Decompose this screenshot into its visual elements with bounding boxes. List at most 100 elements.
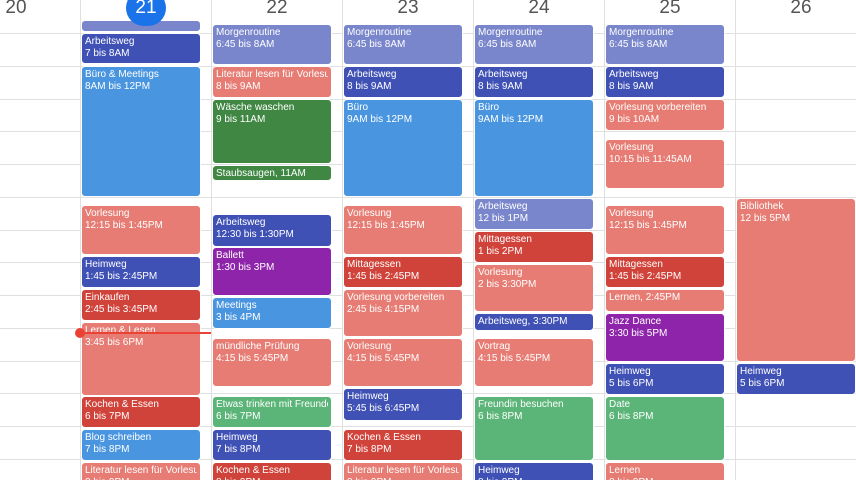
- event-title: Arbeitsweg: [85, 36, 135, 47]
- event-block[interactable]: Morgenroutine 6:45 bis 8AM: [605, 24, 725, 65]
- event-time: 5:45 bis 6:45PM: [347, 403, 420, 414]
- event-title: Wäsche waschen: [216, 102, 295, 113]
- event-title: Arbeitsweg: [347, 69, 397, 80]
- event-block[interactable]: Kochen & Essen 6 bis 7PM: [81, 396, 201, 428]
- event-block[interactable]: Arbeitsweg 8 bis 9AM: [474, 66, 594, 98]
- event-block[interactable]: Wäsche waschen 9 bis 11AM: [212, 99, 332, 164]
- event-block[interactable]: Vortrag 4:15 bis 5:45PM: [474, 338, 594, 387]
- day-number[interactable]: 25: [659, 0, 681, 18]
- event-title: Arbeitsweg: [478, 201, 528, 212]
- event-block[interactable]: Meetings 3 bis 4PM: [212, 297, 332, 329]
- event-time: 12 bis 5PM: [740, 213, 791, 224]
- day-number[interactable]: 23: [397, 0, 419, 18]
- event-block[interactable]: Lernen, 2:45PM: [605, 289, 725, 312]
- event-block[interactable]: Büro 9AM bis 12PM: [474, 99, 594, 197]
- event-block[interactable]: Freundin besuchen 6 bis 8PM: [474, 396, 594, 461]
- day-number[interactable]: 26: [790, 0, 812, 18]
- event-block[interactable]: Arbeitsweg, 3:30PM: [474, 313, 594, 331]
- event-block[interactable]: Büro 9AM bis 12PM: [343, 99, 463, 197]
- event-block[interactable]: Vorlesung vorbereiten 2:45 bis 4:15PM: [343, 289, 463, 337]
- event-block[interactable]: Morgenroutine 6:45 bis 8AM: [343, 24, 463, 65]
- event-title: Blog schreiben: [85, 432, 152, 443]
- event-block[interactable]: Staubsaugen, 11AM: [212, 165, 332, 181]
- event-block[interactable]: Arbeitsweg 8 bis 9AM: [605, 66, 725, 98]
- day-divider: [604, 0, 605, 480]
- event-block[interactable]: Vorlesung 12:15 bis 1:45PM: [81, 205, 201, 255]
- event-title: Literatur lesen für Vorlesu: [216, 69, 328, 80]
- event-time: 4:15 bis 5:45PM: [347, 353, 420, 364]
- hour-line: [0, 197, 856, 198]
- event-title: Vorlesung: [347, 208, 392, 219]
- event-title: Heimweg: [216, 432, 258, 443]
- event-title: Büro: [478, 102, 500, 113]
- event-block[interactable]: Heimweg 5 bis 6PM: [736, 363, 856, 395]
- event-block[interactable]: Arbeitsweg 12 bis 1PM: [474, 198, 594, 230]
- day-number[interactable]: 21: [126, 0, 166, 26]
- event-block[interactable]: Heimweg 5 bis 6PM: [605, 363, 725, 395]
- event-block[interactable]: Bibliothek 12 bis 5PM: [736, 198, 856, 362]
- event-title: Ballett: [216, 250, 244, 261]
- event-title: Vorlesung: [609, 142, 654, 153]
- event-block[interactable]: Jazz Dance 3:30 bis 5PM: [605, 313, 725, 362]
- event-title: Büro: [347, 102, 369, 113]
- event-block[interactable]: Arbeitsweg 8 bis 9AM: [343, 66, 463, 98]
- event-block[interactable]: Vorlesung vorbereiten 9 bis 10AM: [605, 99, 725, 131]
- event-block[interactable]: Heimweg8 bis 9PM: [474, 462, 594, 480]
- event-block[interactable]: Arbeitsweg 7 bis 8AM: [81, 33, 201, 64]
- event-block[interactable]: Kochen & Essen 7 bis 8PM: [343, 429, 463, 461]
- event-block[interactable]: Mittagessen 1:45 bis 2:45PM: [343, 256, 463, 288]
- day-divider: [211, 0, 212, 480]
- event-time: 8 bis 9PM: [347, 477, 459, 480]
- event-title: Heimweg: [85, 259, 127, 270]
- event-title: Bibliothek: [740, 201, 784, 212]
- event-title: Lernen & Lesen: [85, 325, 156, 336]
- event-block[interactable]: Vorlesung 2 bis 3:30PM: [474, 264, 594, 312]
- event-block[interactable]: Arbeitsweg 12:30 bis 1:30PM: [212, 214, 332, 247]
- event-block[interactable]: Blog schreiben 7 bis 8PM: [81, 429, 201, 461]
- event-title: Staubsaugen, 11AM: [216, 168, 306, 179]
- event-block[interactable]: Heimweg 5:45 bis 6:45PM: [343, 388, 463, 421]
- day-divider: [473, 0, 474, 480]
- event-block[interactable]: Etwas trinken mit Freunde 6 bis 7PM: [212, 396, 332, 428]
- event-time: 1:45 bis 2:45PM: [609, 271, 682, 282]
- event-block[interactable]: Ballett 1:30 bis 3PM: [212, 247, 332, 296]
- event-block[interactable]: Heimweg 7 bis 8PM: [212, 429, 332, 461]
- event-title: Literatur lesen für Vorlesu: [85, 465, 197, 476]
- event-block[interactable]: Morgenroutine 6:45 bis 8AM: [474, 24, 594, 65]
- event-block[interactable]: Lernen8 bis 9PM: [605, 462, 725, 480]
- event-title: Vorlesung: [478, 267, 523, 278]
- event-title: Vorlesung vorbereiten: [609, 102, 707, 113]
- event-time: 6 bis 8PM: [609, 411, 654, 422]
- event-block[interactable]: mündliche Prüfung 4:15 bis 5:45PM: [212, 338, 332, 387]
- event-block[interactable]: Mittagessen 1:45 bis 2:45PM: [605, 256, 725, 288]
- event-block[interactable]: Vorlesung 12:15 bis 1:45PM: [605, 205, 725, 255]
- event-time: 6 bis 7PM: [85, 411, 130, 422]
- day-divider: [342, 0, 343, 480]
- event-time: 6:45 bis 8AM: [347, 39, 406, 50]
- day-number[interactable]: 20: [5, 0, 27, 18]
- day-divider: [80, 0, 81, 480]
- event-block[interactable]: Vorlesung 12:15 bis 1:45PM: [343, 205, 463, 255]
- event-title: Kochen & Essen: [347, 432, 421, 443]
- event-block[interactable]: Vorlesung 4:15 bis 5:45PM: [343, 338, 463, 387]
- event-block[interactable]: Lernen & Lesen 3:45 bis 6PM: [81, 322, 201, 396]
- event-title: Meetings: [216, 300, 257, 311]
- event-block[interactable]: Morgenroutine 6:45 bis 8AM: [212, 24, 332, 65]
- event-block[interactable]: Büro & Meetings 8AM bis 12PM: [81, 66, 201, 197]
- event-block[interactable]: Einkaufen 2:45 bis 3:45PM: [81, 289, 201, 321]
- event-block[interactable]: Kochen & Essen8 bis 9PM: [212, 462, 332, 480]
- event-block[interactable]: Vorlesung 10:15 bis 11:45AM: [605, 139, 725, 189]
- day-number[interactable]: 22: [266, 0, 288, 18]
- day-number[interactable]: 24: [528, 0, 550, 18]
- event-block[interactable]: Literatur lesen für Vorlesu 8 bis 9AM: [212, 66, 332, 98]
- event-block[interactable]: Date 6 bis 8PM: [605, 396, 725, 461]
- event-time: 8 bis 9AM: [347, 81, 392, 92]
- event-title: Heimweg: [609, 366, 651, 377]
- hour-line: [0, 426, 856, 427]
- event-block[interactable]: Mittagessen 1 bis 2PM: [474, 231, 594, 263]
- event-time: 2:45 bis 4:15PM: [347, 304, 420, 315]
- event-block[interactable]: Heimweg 1:45 bis 2:45PM: [81, 256, 201, 288]
- event-time: 9 bis 11AM: [216, 114, 266, 125]
